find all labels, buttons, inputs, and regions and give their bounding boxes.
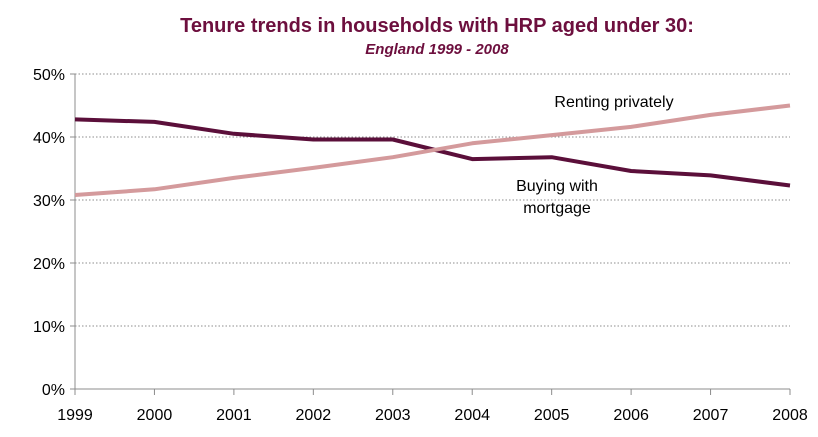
- x-tick-label: 2000: [137, 407, 173, 424]
- series-line-buying-with-mortgage: [74, 117, 791, 188]
- y-tick-label: 10%: [33, 319, 65, 336]
- y-tick-label: 0%: [42, 382, 65, 399]
- series-label-buying-with-mortgage: mortgage: [523, 200, 591, 217]
- series-lines: [74, 103, 791, 197]
- y-tick-label: 50%: [33, 67, 65, 84]
- series-annotations: Buying with mortgage Renting privately: [516, 94, 674, 217]
- x-tick-label: 2005: [534, 407, 570, 424]
- x-tick-label: 2006: [613, 407, 649, 424]
- x-tick-label: 2002: [296, 407, 332, 424]
- y-axis-ticks: 0% 10% 20% 30% 40% 50%: [33, 67, 75, 399]
- x-tick-label: 2001: [216, 407, 252, 424]
- x-tick-label: 2003: [375, 407, 411, 424]
- series-label-buying-with-mortgage: Buying with: [516, 178, 598, 195]
- y-tick-label: 30%: [33, 193, 65, 210]
- series-label-renting-privately: Renting privately: [554, 94, 673, 111]
- chart-title: Tenure trends in households with HRP age…: [180, 15, 694, 37]
- x-tick-label: 1999: [57, 407, 93, 424]
- x-tick-label: 2008: [772, 407, 808, 424]
- x-axis-ticks: 1999 2000 2001 2002 2003 2004 2005 2006 2007 2008: [57, 389, 808, 424]
- chart-subtitle: England 1999 - 2008: [365, 41, 509, 58]
- gridlines: [75, 73, 790, 327]
- series-line-renting-privately: [74, 103, 791, 197]
- x-tick-label: 2007: [693, 407, 729, 424]
- y-tick-label: 40%: [33, 130, 65, 147]
- axes: [74, 74, 790, 390]
- x-tick-label: 2004: [454, 407, 490, 424]
- y-tick-label: 20%: [33, 256, 65, 273]
